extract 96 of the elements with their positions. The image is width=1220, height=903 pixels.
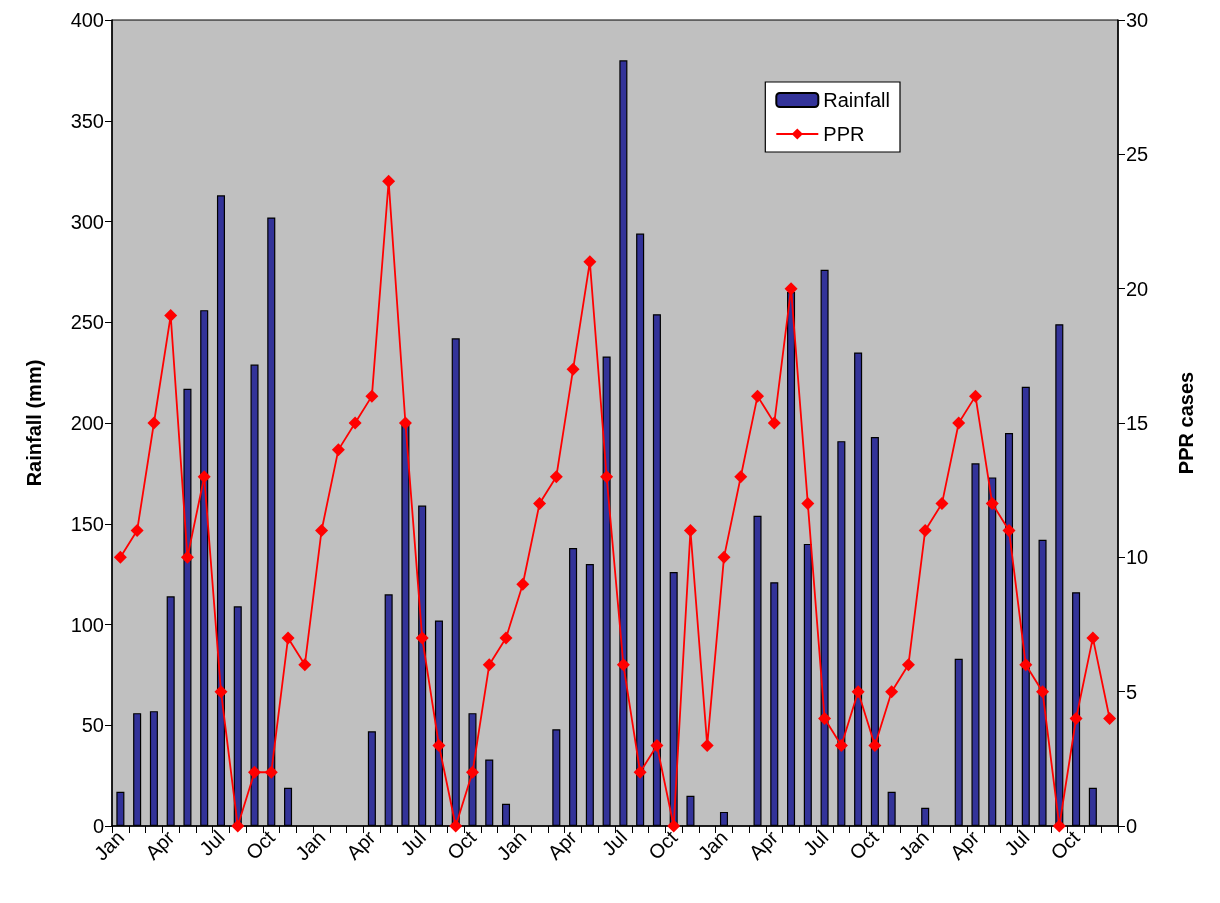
point bbox=[1019, 658, 1033, 672]
y-tick-label: 250 bbox=[70, 311, 104, 334]
x-tick-label: Oct bbox=[845, 825, 883, 864]
point bbox=[415, 631, 429, 645]
point bbox=[885, 685, 899, 699]
point bbox=[751, 389, 765, 403]
y2-axis-title: PPR cases bbox=[1175, 371, 1197, 475]
x-tick-label: Jul bbox=[597, 826, 632, 860]
point bbox=[633, 765, 647, 779]
point bbox=[650, 738, 664, 752]
point bbox=[298, 658, 312, 672]
x-tick-label: Jul bbox=[195, 826, 229, 860]
point bbox=[180, 550, 194, 564]
point bbox=[918, 523, 932, 537]
point bbox=[818, 712, 832, 726]
point bbox=[1086, 631, 1100, 645]
point bbox=[901, 658, 915, 672]
point bbox=[734, 470, 748, 484]
x-tick-label: Jul bbox=[999, 826, 1034, 860]
point bbox=[566, 362, 580, 376]
x-tick-label: Jan bbox=[291, 826, 330, 865]
point bbox=[197, 470, 211, 484]
point bbox=[482, 658, 496, 672]
point bbox=[600, 470, 614, 484]
x-tick-label: Jan bbox=[894, 826, 933, 865]
y2-tick-label: 10 bbox=[1126, 546, 1149, 569]
point bbox=[281, 631, 295, 645]
y-tick-label: 50 bbox=[81, 714, 104, 737]
y-tick-label: 300 bbox=[70, 210, 104, 233]
point bbox=[935, 497, 949, 511]
point bbox=[717, 550, 731, 564]
y-tick-label: 0 bbox=[92, 815, 104, 837]
point bbox=[382, 174, 396, 188]
point bbox=[851, 685, 865, 699]
point bbox=[616, 658, 630, 672]
x-tick-label: Apr bbox=[342, 825, 380, 864]
point bbox=[968, 389, 982, 403]
y-tick-label: 400 bbox=[70, 9, 104, 31]
x-tick-label: Apr bbox=[945, 825, 984, 864]
point bbox=[113, 550, 127, 564]
point bbox=[130, 523, 144, 537]
point bbox=[1103, 712, 1117, 726]
legend-label: PPR bbox=[823, 123, 865, 145]
point bbox=[583, 255, 597, 269]
x-tick-label: Oct bbox=[1046, 825, 1085, 864]
x-tick-label: Jul bbox=[396, 826, 430, 860]
y-axis-title: Rainfall (mm) bbox=[23, 359, 45, 487]
y2-tick-label: 25 bbox=[1126, 143, 1149, 166]
y-tick-label: 350 bbox=[70, 109, 104, 132]
y2-tick-label: 15 bbox=[1126, 412, 1149, 434]
point bbox=[264, 765, 278, 779]
y-tick-label: 100 bbox=[70, 613, 104, 636]
point bbox=[231, 819, 245, 833]
point bbox=[315, 523, 329, 537]
x-tick-label: Apr bbox=[543, 825, 582, 864]
x-tick-label: Jan bbox=[492, 826, 531, 865]
point bbox=[465, 765, 479, 779]
point bbox=[516, 577, 530, 591]
point bbox=[365, 389, 379, 403]
point bbox=[549, 470, 563, 484]
y2-tick-label: 5 bbox=[1126, 680, 1138, 703]
point bbox=[499, 631, 513, 645]
point bbox=[248, 765, 262, 779]
x-tick-label: Apr bbox=[744, 825, 783, 864]
point bbox=[952, 416, 966, 430]
point bbox=[432, 738, 446, 752]
y2-tick-label: 0 bbox=[1126, 815, 1138, 837]
y2-tick-label: 30 bbox=[1126, 9, 1149, 31]
point bbox=[868, 738, 882, 752]
x-tick-label: Oct bbox=[442, 825, 481, 864]
point bbox=[801, 497, 815, 511]
legend-label: Rainfall bbox=[823, 89, 890, 111]
point bbox=[331, 443, 345, 457]
point bbox=[985, 497, 999, 511]
x-tick-label: Apr bbox=[140, 825, 179, 864]
point bbox=[1036, 685, 1050, 699]
x-tick-label: Jul bbox=[798, 826, 833, 860]
y-tick-label: 200 bbox=[70, 412, 104, 434]
point bbox=[700, 738, 714, 752]
point bbox=[147, 416, 161, 430]
x-tick-label: Oct bbox=[643, 825, 682, 864]
point bbox=[683, 523, 697, 537]
point bbox=[533, 497, 547, 511]
point bbox=[1002, 523, 1016, 537]
point bbox=[767, 416, 781, 430]
point bbox=[1069, 712, 1083, 726]
x-tick-label: Oct bbox=[241, 825, 280, 864]
point bbox=[834, 738, 848, 752]
y2-tick-label: 20 bbox=[1126, 277, 1149, 300]
y-tick-label: 150 bbox=[70, 512, 104, 535]
point bbox=[784, 282, 798, 296]
point bbox=[398, 416, 412, 430]
point bbox=[164, 309, 178, 323]
x-tick-label: Jan bbox=[693, 826, 732, 865]
point bbox=[214, 685, 228, 699]
point bbox=[348, 416, 362, 430]
